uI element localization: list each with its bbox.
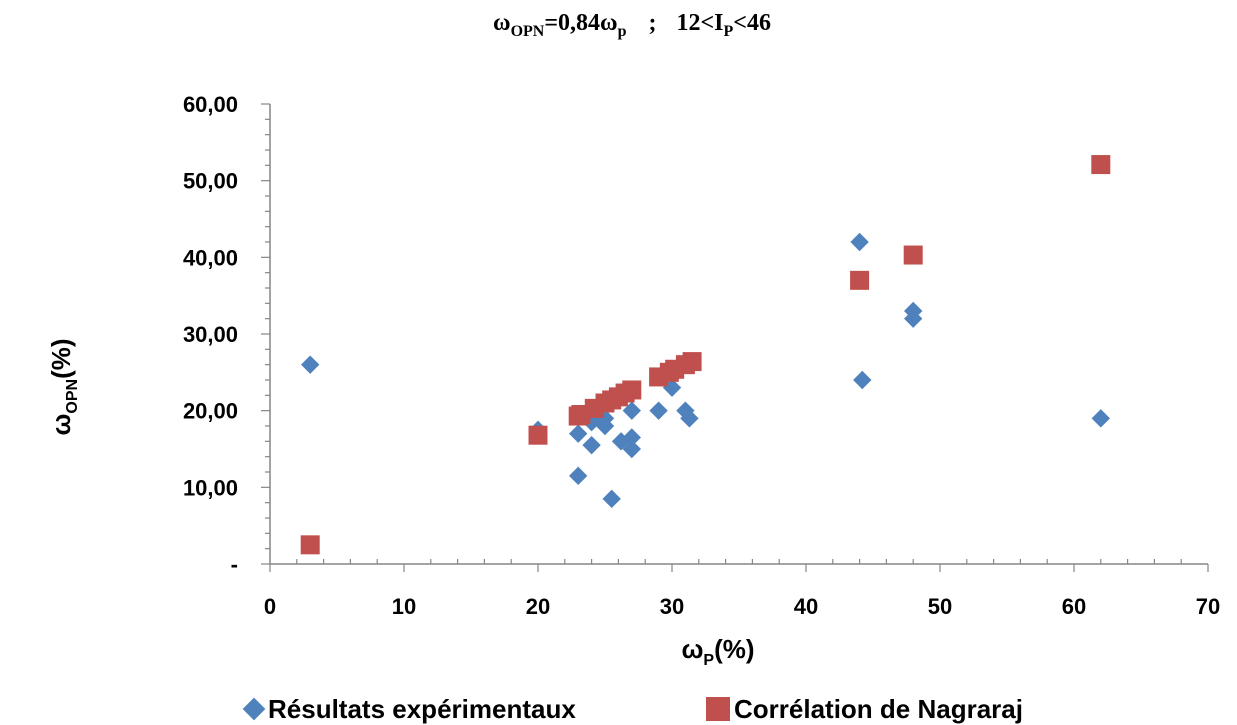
- x-tick-label: 10: [392, 594, 416, 619]
- x-tick-label: 50: [928, 594, 952, 619]
- data-point-square: [622, 380, 642, 400]
- legend-square-marker: [706, 697, 730, 721]
- x-tick-label: 0: [264, 594, 276, 619]
- y-tick-label: 30,00: [183, 322, 238, 347]
- legend-label-nagraraj: Corrélation de Nagraraj: [734, 694, 1023, 724]
- series-nagraraj: [300, 155, 1111, 555]
- data-point-diamond: [850, 232, 869, 252]
- data-point-square: [682, 352, 702, 372]
- legend-diamond-marker: [242, 697, 266, 721]
- series-experimental: [301, 232, 1110, 509]
- y-tick-label: -: [231, 552, 238, 577]
- data-point-square: [850, 270, 870, 290]
- x-tick-label: 30: [660, 594, 684, 619]
- x-tick-label: 20: [526, 594, 550, 619]
- data-point-diamond: [904, 309, 923, 328]
- data-point-diamond: [569, 424, 588, 443]
- data-point-diamond: [649, 401, 668, 420]
- data-point-square: [903, 245, 923, 265]
- data-point-diamond: [680, 409, 699, 428]
- x-tick-labels: 0 10 20 30 40 50 60 70: [264, 594, 1220, 619]
- data-point-square: [300, 535, 320, 555]
- data-point-diamond: [602, 489, 621, 509]
- x-tick-label: 60: [1062, 594, 1086, 619]
- data-point-diamond: [622, 439, 641, 459]
- data-point-square: [528, 425, 548, 445]
- y-minor-ticks: [265, 118, 270, 550]
- x-tick-label: 40: [794, 594, 818, 619]
- y-tick-labels: - 10,00 20,00 30,00 40,00 50,00 60,00: [183, 92, 238, 577]
- y-tick-label: 10,00: [183, 475, 238, 500]
- data-point-diamond: [569, 466, 588, 486]
- x-ticks: [269, 559, 1209, 572]
- legend-label-experimental: Résultats expérimentaux: [268, 694, 576, 724]
- y-major-ticks: [261, 103, 270, 565]
- y-tick-label: 40,00: [183, 245, 238, 270]
- data-point-diamond: [622, 428, 641, 447]
- data-point-diamond: [1091, 409, 1110, 428]
- x-tick-label: 70: [1196, 594, 1220, 619]
- y-tick-label: 50,00: [183, 169, 238, 194]
- data-point-diamond: [582, 435, 601, 455]
- y-tick-label: 60,00: [183, 92, 238, 117]
- data-point-diamond: [853, 370, 872, 390]
- data-point-diamond: [301, 355, 320, 374]
- y-tick-label: 20,00: [183, 399, 238, 424]
- data-point-square: [1091, 155, 1111, 175]
- y-axis-label: ωOPN(%): [46, 338, 81, 435]
- legend: Résultats expérimentaux Corrélation de N…: [242, 694, 1023, 724]
- x-axis-label: ωP(%): [681, 634, 754, 669]
- chart-title: ωOPN=0,84ωp; 12<IP<46: [493, 10, 771, 40]
